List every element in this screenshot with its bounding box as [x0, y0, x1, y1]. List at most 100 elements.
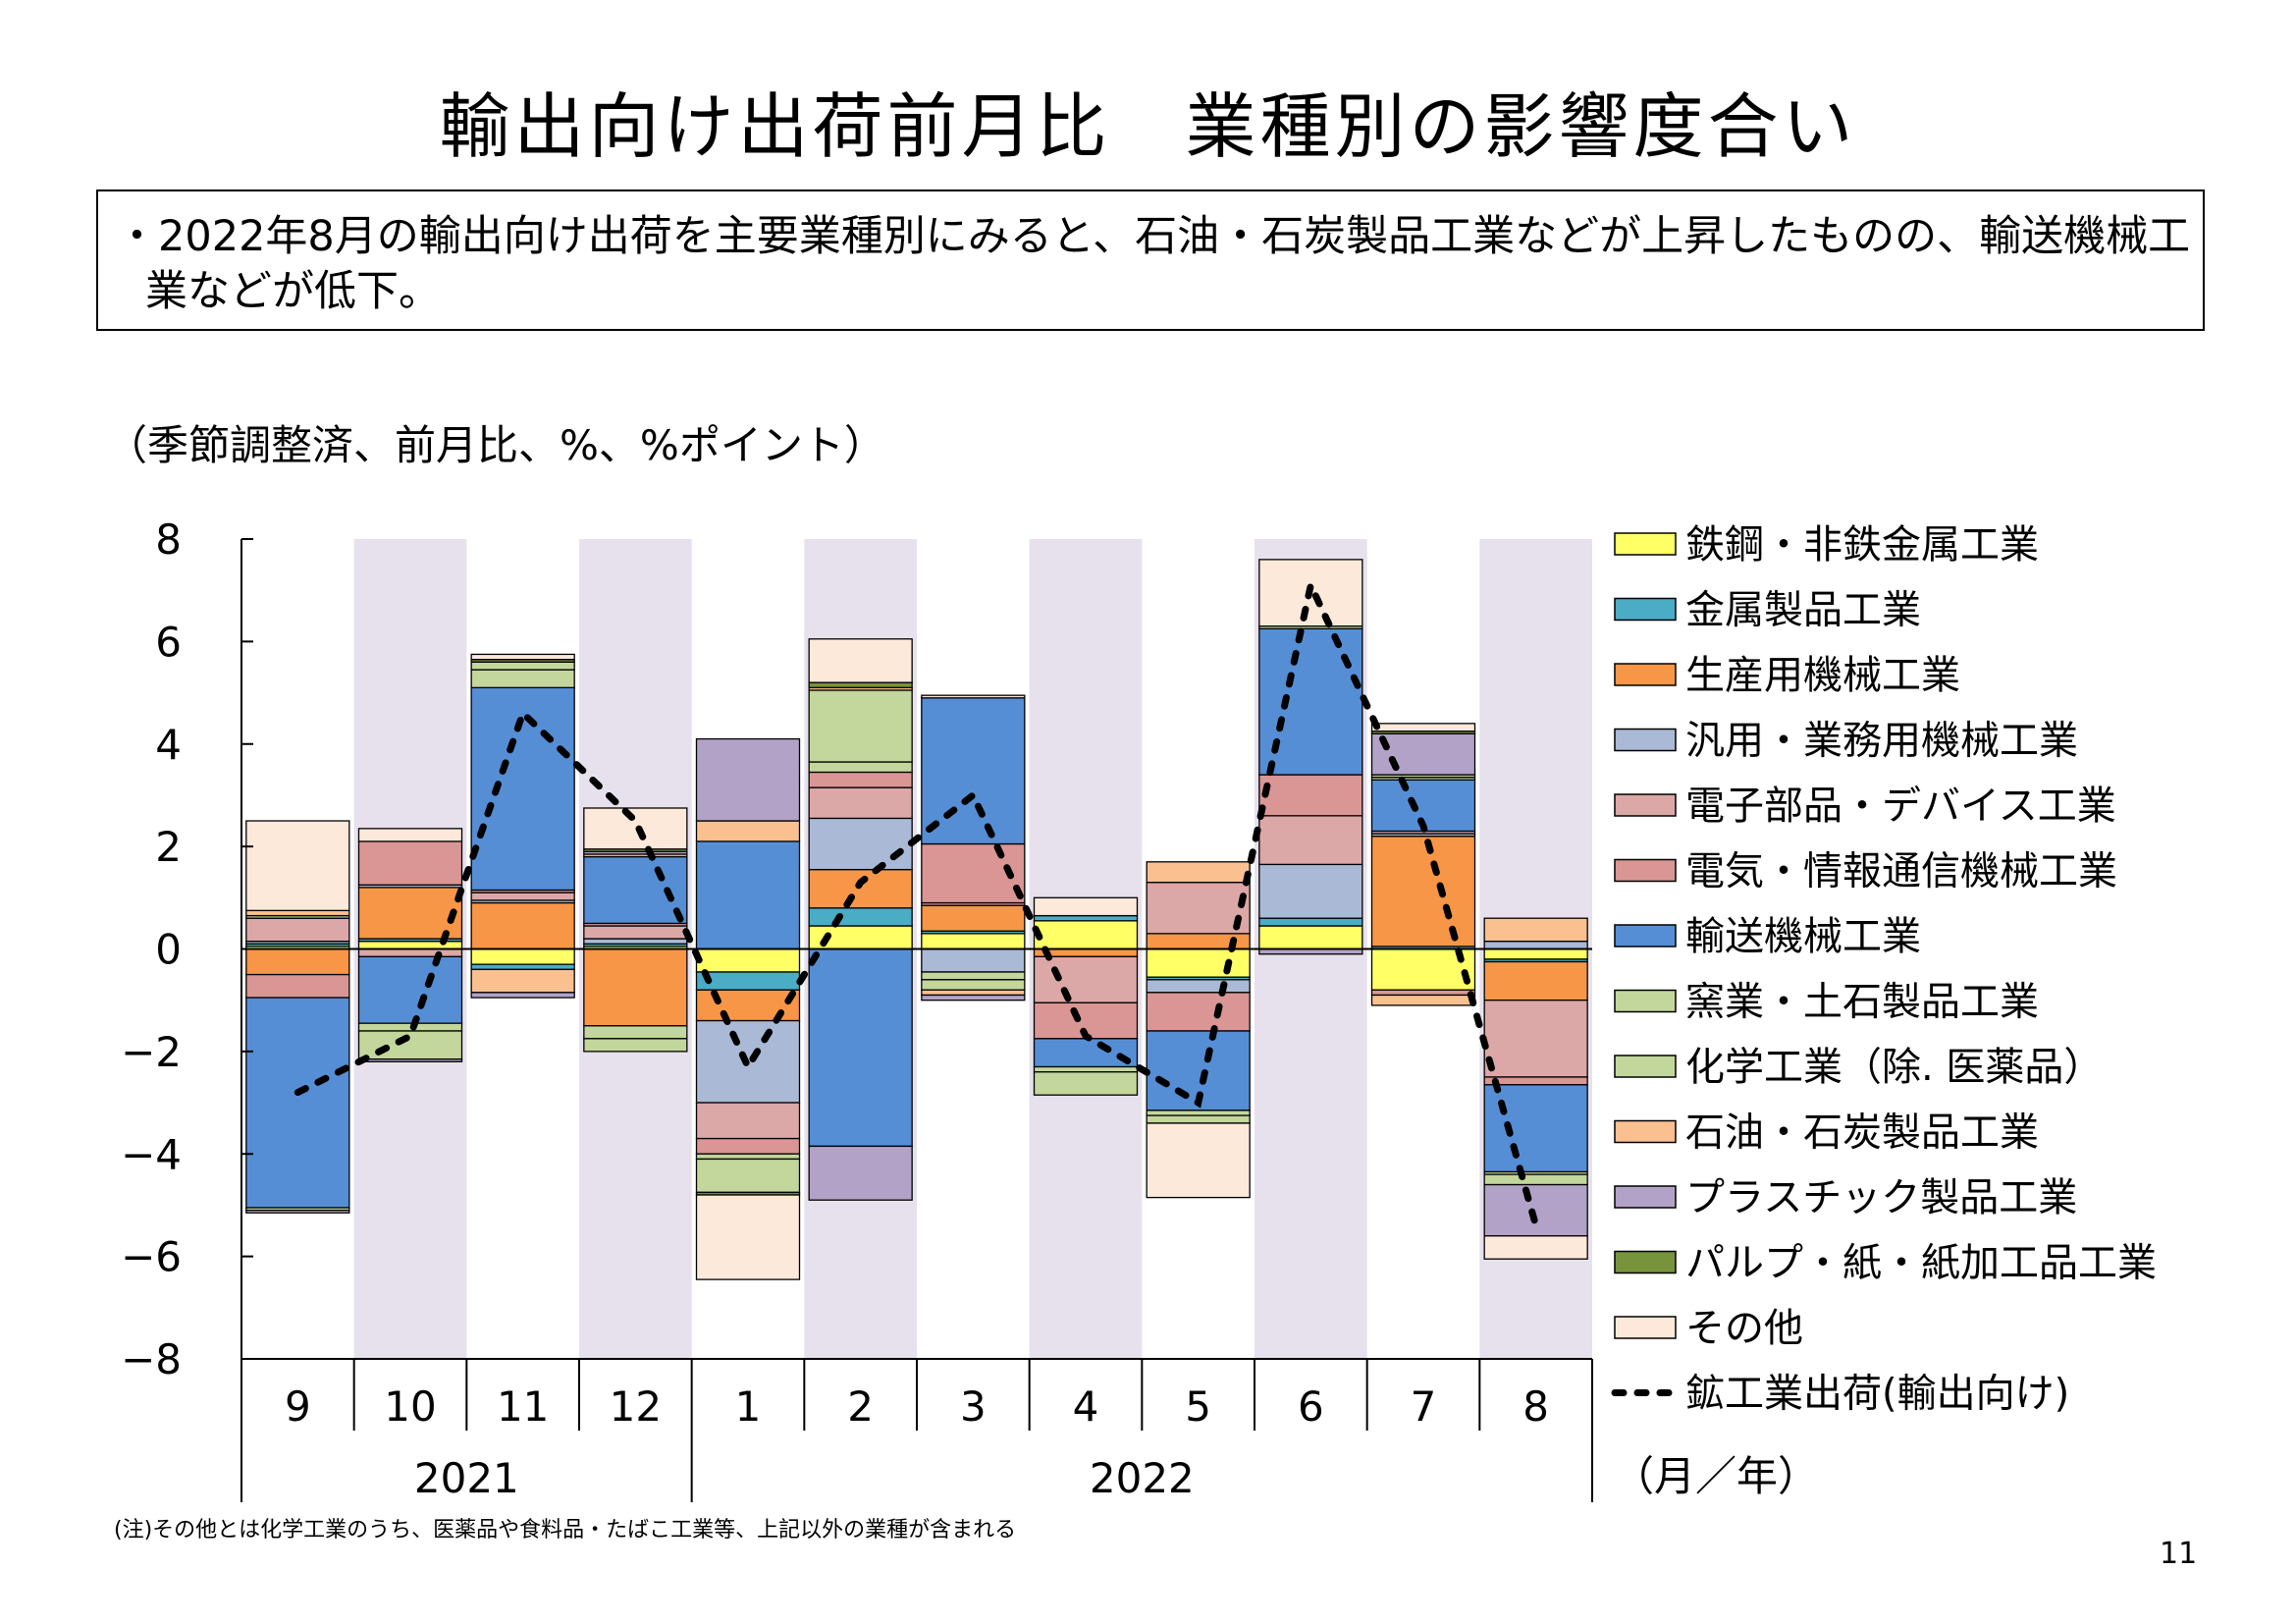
bar-segment [1146, 979, 1251, 994]
bar-segment [470, 661, 575, 671]
bar-segment [921, 979, 1026, 991]
bar-segment [1033, 1071, 1139, 1096]
bar-segment [245, 947, 350, 976]
x-tick-label: 1 [735, 1382, 762, 1431]
y-tick-label: −6 [121, 1233, 182, 1281]
bar-segment [808, 761, 913, 774]
bar-segment [245, 1210, 350, 1214]
page-title: 輸出向け出荷前月比 業種別の影響度合い [439, 85, 1857, 168]
bar-segment [1146, 1110, 1251, 1116]
legend-swatch [1614, 1055, 1677, 1078]
x-tick-label: 9 [285, 1382, 311, 1431]
x-tick-label: 5 [1185, 1382, 1211, 1431]
legend-swatch [1614, 597, 1677, 622]
legend-swatch [1614, 989, 1677, 1013]
legend-label: 化学工業（除. 医薬品） [1685, 1045, 2103, 1090]
bar-segment [583, 1025, 688, 1040]
bar-segment [583, 1038, 688, 1053]
bar-segment [470, 653, 575, 661]
x-tick-label: 2 [847, 1382, 874, 1431]
page-number: 11 [2160, 1537, 2198, 1571]
bar-segment [1370, 732, 1476, 776]
bar-segment [357, 1058, 463, 1062]
x-tick-label: 3 [960, 1382, 987, 1431]
y-tick-label: 8 [155, 515, 182, 564]
bar-segment [1146, 947, 1251, 978]
bar-segment [470, 669, 575, 688]
legend-swatch [1614, 1316, 1677, 1339]
bar-segment [921, 697, 1026, 845]
bar-segment [695, 840, 801, 950]
bar-segment [470, 947, 575, 965]
bar-segment [1146, 1122, 1251, 1199]
bar-segment [357, 840, 463, 886]
x-unit-label: （月／年） [1613, 1452, 1819, 1500]
bar-segment [357, 955, 463, 1024]
bar-segment [1258, 925, 1363, 950]
bar-segment [1033, 896, 1139, 917]
legend-label: 電気・情報通信機械工業 [1685, 849, 2117, 894]
legend-swatch [1614, 793, 1677, 817]
bar-segment [695, 1158, 801, 1194]
legend-label: 電子部品・デバイス工業 [1685, 784, 2116, 829]
bar-segment [695, 737, 801, 822]
bar-segment [921, 933, 1026, 950]
bar-segment [1146, 1114, 1251, 1124]
bar-segment [1258, 863, 1363, 919]
bar-segment [1033, 955, 1139, 1003]
bar-segment [695, 1153, 801, 1161]
legend-swatch [1614, 1119, 1677, 1144]
legend-label: 金属製品工業 [1685, 588, 1921, 633]
bar-segment [921, 994, 1026, 1001]
legend-label: その他 [1685, 1306, 1803, 1351]
bar-segment [245, 820, 350, 912]
bar-segment [583, 855, 688, 925]
y-tick-label: −8 [121, 1335, 182, 1383]
bar-segment [583, 807, 688, 850]
legend-swatch [1614, 1185, 1677, 1209]
y-tick-label: −2 [121, 1028, 182, 1076]
bar-segment [808, 907, 913, 927]
x-tick-label: 6 [1298, 1382, 1324, 1431]
bar-segment [1483, 947, 1588, 960]
bar-segment [808, 681, 913, 688]
bar-segment [470, 901, 575, 950]
legend-swatch [1614, 728, 1677, 752]
bar-segment [1258, 917, 1363, 927]
x-tick-label: 8 [1522, 1382, 1549, 1431]
bar-segment [1483, 1084, 1588, 1173]
bar-segment [695, 820, 801, 842]
x-tick-label: 7 [1411, 1382, 1437, 1431]
bar-segment [695, 1194, 801, 1280]
legend-label: 汎用・業務用機械工業 [1685, 719, 2078, 764]
bar-segment [1370, 723, 1476, 732]
bar-segment [1370, 989, 1476, 997]
summary-box: ・2022年8月の輸出向け出荷を主要業種別にみると、石油・石炭製品工業などが上昇… [96, 189, 2205, 331]
year-label: 2022 [1090, 1454, 1195, 1502]
legend-label: パルプ・紙・紙加工品工業 [1685, 1241, 2157, 1286]
legend-label: 輸送機械工業 [1685, 914, 1921, 959]
x-tick-label: 4 [1073, 1382, 1099, 1431]
total-shipment-line [294, 574, 1540, 1229]
legend-swatch [1614, 532, 1677, 556]
bar-segment [808, 689, 913, 763]
bar-segment [583, 938, 688, 945]
bar-segment [1483, 1000, 1588, 1078]
bar-segment [808, 786, 913, 820]
bar-segment [583, 947, 688, 1027]
unit-label: （季節調整済、前月比、%、%ポイント） [106, 421, 885, 469]
y-tick-label: −4 [121, 1130, 182, 1178]
bar-segment [1483, 1173, 1588, 1186]
y-tick-label: 4 [155, 721, 182, 769]
bar-segment [583, 925, 688, 940]
bar-segment [921, 904, 1026, 932]
bar-segment [695, 1137, 801, 1155]
y-tick-label: 2 [155, 823, 182, 871]
bar-segment [808, 868, 913, 909]
legend-label: プラスチック製品工業 [1685, 1175, 2077, 1220]
bar-segment [1258, 774, 1363, 817]
legend-label: 鉄鋼・非鉄金属工業 [1685, 522, 2039, 568]
bar-segment [808, 817, 913, 871]
legend-swatch [1614, 924, 1677, 947]
